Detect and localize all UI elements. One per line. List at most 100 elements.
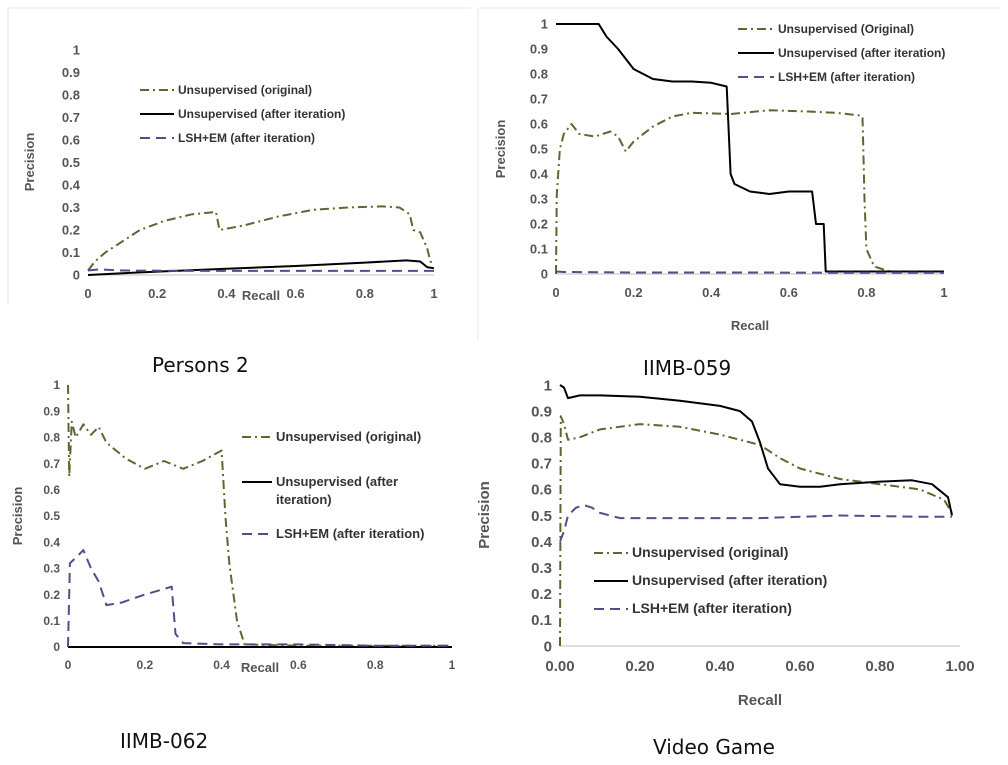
x-tick-label: 0: [552, 285, 559, 300]
y-tick-label: 0.8: [43, 431, 60, 445]
y-tick-label: 0.4: [531, 534, 553, 551]
legend-label-2: LSH+EM (after iteration): [276, 526, 424, 541]
x-tick-label: 0.60: [785, 658, 814, 675]
x-tick-label: 0.6: [290, 658, 307, 672]
x-tick-label: 0.4: [702, 285, 721, 300]
legend-label-0: Unsupervised (Original): [778, 22, 914, 36]
x-tick-label: 0.20: [625, 658, 654, 675]
y-tick-label: 1: [73, 43, 80, 58]
x-tick-label: 0.80: [865, 658, 894, 675]
chart-1: 0 0.1 0.2 0.3 0.4 0.5 0.6 0.7 0.8 0.9 1 0 0.2 0.4 0.6 0…: [493, 17, 948, 333]
x-tick-label: 0.40: [705, 658, 734, 675]
y-tick-label: 0.5: [531, 508, 552, 525]
y-tick-label: 0.9: [531, 403, 552, 420]
y-tick-label: 0.6: [62, 133, 80, 148]
x-tick-label: 0.2: [625, 285, 643, 300]
x-tick-label: 1: [449, 658, 456, 672]
y-axis-title: Precision: [10, 487, 25, 546]
legend-label-2: LSH+EM (after iteration): [778, 70, 915, 84]
y-tick-label: 0.8: [530, 67, 548, 82]
y-tick-label: 0: [544, 638, 552, 655]
x-tick-label: 0.00: [545, 658, 574, 675]
series-line-2: [67, 549, 452, 648]
legend-label-2: LSH+EM (after iteration): [178, 131, 315, 145]
x-axis-title: Recall: [738, 692, 782, 709]
x-tick-label: 0.8: [356, 286, 374, 301]
y-tick-label: 0.4: [43, 535, 60, 549]
legend-label-1: Unsupervised (after iteration): [276, 474, 398, 507]
legend-label-0: Unsupervised (original): [632, 544, 788, 560]
y-tick-label: 0.1: [43, 614, 60, 628]
legend-label-0: Unsupervised (original): [276, 429, 421, 444]
x-tick-label: 0.4: [213, 658, 230, 672]
y-tick-label: 1: [544, 377, 552, 394]
y-axis-title: Precision: [22, 133, 37, 192]
y-tick-label: 0.8: [531, 429, 552, 446]
caption-video-game: Video Game: [653, 735, 775, 759]
y-tick-label: 0.1: [530, 242, 548, 257]
caption-iimb-059: IIMB-059: [643, 356, 732, 380]
series-line-0: [67, 384, 452, 647]
y-tick-label: 0.9: [43, 404, 60, 418]
legend-label-1: Unsupervised (after iteration): [632, 572, 827, 588]
y-tick-label: 0.9: [530, 42, 548, 57]
y-tick-label: 0.3: [530, 192, 548, 207]
legend-label-1: Unsupervised (after iteration): [778, 46, 945, 60]
y-tick-label: 0.2: [530, 217, 548, 232]
series-line-0: [87, 205, 435, 272]
series-line-1: [87, 259, 435, 276]
y-tick-label: 0.3: [531, 560, 552, 577]
y-tick-label: 0.5: [43, 509, 60, 523]
series-line-1: [559, 384, 953, 516]
y-tick-label: 0.7: [62, 110, 80, 125]
x-tick-label: 1: [430, 286, 437, 301]
x-tick-label: 0.8: [857, 285, 875, 300]
y-tick-label: 0.3: [43, 562, 60, 576]
y-tick-label: 0: [53, 640, 60, 654]
y-tick-label: 1: [53, 378, 60, 392]
series-line-2: [555, 270, 944, 274]
y-tick-label: 0.9: [62, 65, 80, 80]
x-tick-label: 0.6: [287, 286, 305, 301]
chart-2: 0 0.1 0.2 0.3 0.4 0.5 0.6 0.7 0.8 0.9 1 0 0.2 0.4 0.6 0…: [10, 378, 456, 675]
y-tick-label: 0.7: [43, 457, 60, 471]
x-axis-title: Recall: [241, 660, 279, 675]
y-tick-label: 0.1: [531, 612, 552, 629]
y-tick-label: 0.2: [62, 223, 80, 238]
x-tick-label: 0: [84, 286, 91, 301]
chart-0: 0 0.1 0.2 0.3 0.4 0.5 0.6 0.7 0.8 0.9 1 0 0.2 0.4 0.6 0…: [22, 43, 438, 303]
x-tick-label: 0: [65, 658, 72, 672]
y-tick-label: 0.7: [531, 456, 552, 473]
x-tick-label: 1.00: [945, 658, 974, 675]
legend-label-2: LSH+EM (after iteration): [632, 600, 792, 616]
y-tick-label: 0.6: [43, 483, 60, 497]
x-tick-label: 1: [940, 285, 947, 300]
y-tick-label: 1: [541, 17, 548, 32]
caption-persons-2: Persons 2: [152, 353, 249, 377]
y-tick-label: 0.3: [62, 200, 80, 215]
series-line-2: [559, 504, 952, 542]
y-tick-label: 0.6: [530, 117, 548, 132]
y-tick-label: 0.7: [530, 92, 548, 107]
y-tick-label: 0.6: [531, 482, 552, 499]
series-line-1: [556, 23, 944, 273]
x-tick-label: 0.2: [136, 658, 153, 672]
x-axis-title: Recall: [731, 318, 769, 333]
y-tick-label: 0.5: [530, 142, 548, 157]
y-tick-label: 0.4: [62, 178, 81, 193]
y-tick-label: 0.5: [62, 155, 80, 170]
caption-iimb-062: IIMB-062: [120, 729, 209, 753]
y-tick-label: 0: [541, 267, 548, 282]
y-tick-label: 0.2: [43, 588, 60, 602]
x-tick-label: 0.2: [148, 286, 166, 301]
y-tick-label: 0: [73, 268, 80, 283]
y-tick-label: 0.4: [530, 167, 549, 182]
series-line-2: [87, 268, 434, 272]
legend-label-0: Unsupervised (original): [178, 83, 312, 97]
legend-label-1: Unsupervised (after iteration): [178, 107, 345, 121]
series-line-0: [559, 415, 953, 647]
x-tick-label: 0.8: [367, 658, 384, 672]
y-tick-label: 0.8: [62, 88, 80, 103]
